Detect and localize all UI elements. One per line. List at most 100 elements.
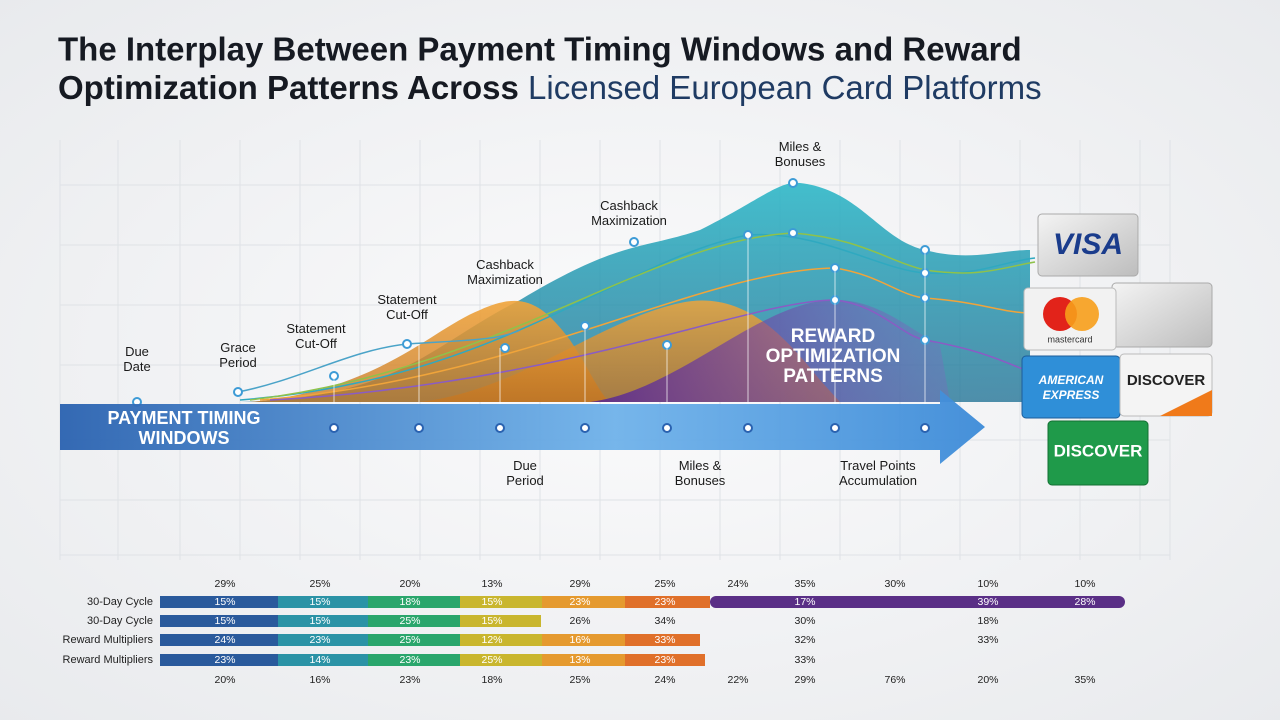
column-top-label: 29% xyxy=(214,578,235,590)
discover-logo: DISCOVER xyxy=(1127,372,1206,389)
discover-stripe xyxy=(1160,390,1212,416)
bar-label: 26% xyxy=(569,615,590,627)
arrow-markers xyxy=(329,423,930,433)
bar-label: 15% xyxy=(309,596,330,608)
callout: Statement xyxy=(377,292,437,307)
bar-label: 25% xyxy=(399,615,420,627)
overlay-label: OPTIMIZATION xyxy=(766,346,901,367)
column-bottom-label: 25% xyxy=(569,674,590,686)
callout: Bonuses xyxy=(675,473,726,488)
bar-label: 16% xyxy=(569,634,590,646)
bar-label: 32% xyxy=(794,634,815,646)
callout: Grace xyxy=(220,340,255,355)
callout: Period xyxy=(219,355,257,370)
arrow-label: WINDOWS xyxy=(139,428,230,448)
bar-segment xyxy=(278,615,368,627)
bar-label: 12% xyxy=(481,634,502,646)
silver-card xyxy=(1111,282,1213,348)
bar-label: 23% xyxy=(569,596,590,608)
bar-segment xyxy=(278,634,368,646)
column-bottom-label: 23% xyxy=(399,674,420,686)
purple-area xyxy=(590,300,950,402)
title-line-2: Optimization Patterns Across Licensed Eu… xyxy=(58,69,1042,106)
column-top-label: 24% xyxy=(727,578,748,590)
callout: Due xyxy=(513,458,537,473)
mastercard-logo: mastercard xyxy=(1047,334,1092,344)
column-top-label: 10% xyxy=(1074,578,1095,590)
discover-logo: DISCOVER xyxy=(1054,441,1143,460)
callout: Period xyxy=(506,473,544,488)
row-label: Reward Multipliers xyxy=(63,654,154,666)
callout: Maximization xyxy=(467,272,543,287)
bar-label: 23% xyxy=(214,654,235,666)
segment-table: 29% 25% 20% 13% 29% 25% 24% 35% 30% 10% 10% 20% 16% 2… xyxy=(63,578,1125,686)
column-bottom-label: 35% xyxy=(1074,674,1095,686)
callout: Miles & xyxy=(679,458,722,473)
bar-label: 33% xyxy=(654,634,675,646)
row-label: 30-Day Cycle xyxy=(87,615,153,627)
column-bottom-label: 29% xyxy=(794,674,815,686)
callout: Cashback xyxy=(600,198,658,213)
callout: Maximization xyxy=(591,213,667,228)
column-top-label: 30% xyxy=(884,578,905,590)
bar-label: 33% xyxy=(794,654,815,666)
bar-label: 18% xyxy=(977,615,998,627)
bar-segment xyxy=(625,634,700,646)
amex-logo: AMERICAN xyxy=(1038,373,1104,387)
bar-segment xyxy=(460,654,542,666)
bar-segment xyxy=(625,596,710,608)
bar-segment xyxy=(460,596,542,608)
overlay-label: PATTERNS xyxy=(783,366,883,387)
bar-segment xyxy=(542,596,625,608)
bar-label: 23% xyxy=(399,654,420,666)
callout: Date xyxy=(123,359,150,374)
column-top-label: 35% xyxy=(794,578,815,590)
title-part: Optimization Patterns Across xyxy=(58,69,519,106)
callout: Cut-Off xyxy=(386,307,428,322)
bar-label: 25% xyxy=(399,634,420,646)
bar-label: 24% xyxy=(214,634,235,646)
bar-segment xyxy=(160,654,278,666)
title-highlight: Licensed European Card Platforms xyxy=(528,69,1042,106)
bar-segment xyxy=(368,654,460,666)
column-top-label: 25% xyxy=(654,578,675,590)
bar-segment xyxy=(542,634,625,646)
discover-card-green xyxy=(1047,420,1149,486)
bar-label: 34% xyxy=(654,615,675,627)
column-bottom-label: 76% xyxy=(884,674,905,686)
callout: Accumulation xyxy=(839,473,917,488)
bar-segment xyxy=(625,654,705,666)
bar-segment xyxy=(368,634,460,646)
bar-segment xyxy=(460,615,541,627)
callout: Travel Points xyxy=(840,458,916,473)
bar-label: 23% xyxy=(309,634,330,646)
column-bottom-label: 24% xyxy=(654,674,675,686)
bar-label: 13% xyxy=(569,654,590,666)
bar-segment xyxy=(368,596,460,608)
bar-segment xyxy=(460,634,542,646)
bar-segment xyxy=(278,654,368,666)
bar-label: 15% xyxy=(214,596,235,608)
bar-label: 23% xyxy=(654,654,675,666)
bar-label: 14% xyxy=(309,654,330,666)
callout: Cashback xyxy=(476,257,534,272)
bar-segment xyxy=(542,654,625,666)
mc-orange xyxy=(1065,297,1099,331)
bar-label: 28% xyxy=(1074,596,1095,608)
bar-label: 33% xyxy=(977,634,998,646)
title-line-1: The Interplay Between Payment Timing Win… xyxy=(58,31,1022,68)
callout: Miles & xyxy=(779,139,822,154)
bar-label: 15% xyxy=(214,615,235,627)
bar-label: 39% xyxy=(977,596,998,608)
bar-label: 25% xyxy=(481,654,502,666)
column-top-label: 29% xyxy=(569,578,590,590)
bar-label: 18% xyxy=(399,596,420,608)
callouts: DueDateGracePeriodStatementCut-OffStatem… xyxy=(123,139,917,488)
visa-logo: VISA xyxy=(1053,228,1123,261)
bar-label: 15% xyxy=(309,615,330,627)
card-brands: VISA mastercard AMERICAN EXPRESS DISCOVE… xyxy=(1021,213,1213,486)
bar-label: 17% xyxy=(794,596,815,608)
callout: Cut-Off xyxy=(295,336,337,351)
overlay-label: REWARD xyxy=(791,326,875,347)
